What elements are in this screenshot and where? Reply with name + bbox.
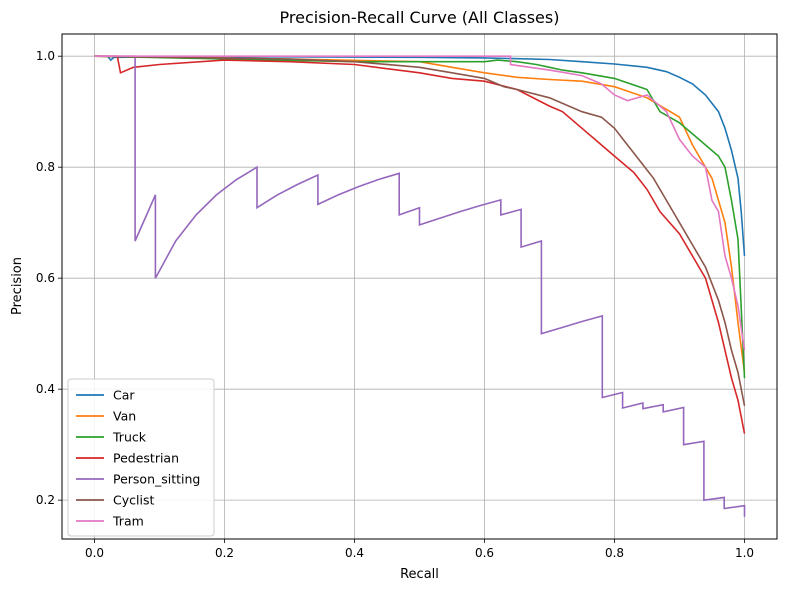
series-line-van [94,55,746,373]
legend-label-person-sitting: Person_sitting [113,472,200,487]
x-tick-label: 0.6 [475,546,494,560]
y-axis-title: Precision [10,257,25,315]
series-line-truck [94,55,746,379]
x-axis-title: Recall [400,567,439,582]
x-tick-label: 0.0 [85,546,104,560]
series-line-tram [94,55,746,351]
chart-title: Precision-Recall Curve (All Classes) [280,8,560,27]
axis-ticks: 0.0 0.2 0.4 0.6 0.8 1.0 0.2 0.4 0.6 0.8 1.0 [36,49,754,560]
legend-label-car: Car [113,388,135,403]
legend: Car Van Truck Pedestrian Person_sitting Cycli… [67,378,215,537]
y-tick-label: 0.6 [36,271,55,285]
plot-frame [61,33,778,540]
x-tick-label: 0.2 [215,546,234,560]
y-tick-label: 0.2 [36,493,55,507]
legend-label-van: Van [113,409,136,424]
x-tick-label: 1.0 [735,546,754,560]
y-tick-label: 0.4 [36,382,55,396]
legend-label-truck: Truck [112,430,147,445]
series-lines [94,55,746,517]
legend-label-pedestrian: Pedestrian [113,451,179,466]
series-line-cyclist [94,55,746,406]
series-line-person-sitting [94,55,746,517]
x-tick-label: 0.8 [605,546,624,560]
y-tick-label: 1.0 [36,49,55,63]
legend-label-cyclist: Cyclist [113,493,154,508]
y-tick-label: 0.8 [36,160,55,174]
series-line-pedestrian [94,55,746,434]
legend-label-tram: Tram [112,514,144,529]
x-tick-label: 0.4 [345,546,364,560]
legend-box [67,378,215,537]
